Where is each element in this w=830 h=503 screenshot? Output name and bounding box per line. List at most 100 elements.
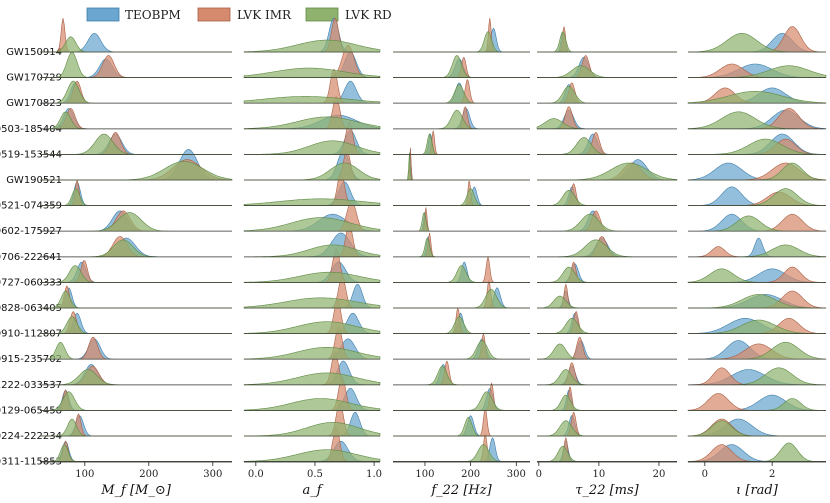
density-lvk-rd-gw200129-065458 <box>40 391 232 411</box>
density-lvk-rd-gw190828-063405 <box>393 289 530 309</box>
event-label-gw170729: GW170729 <box>6 73 62 84</box>
event-label-gw190727-060333: GW190727-060333 <box>0 277 62 288</box>
density-teobpm-gw190519-153544 <box>40 133 232 155</box>
density-lvk-rd-gw190727-060333 <box>243 271 381 283</box>
density-lvk-imr-gw190521 <box>393 147 530 181</box>
x-axis-label: M_f [M_⊙] <box>100 483 172 498</box>
density-teobpm-gw190521-074359 <box>393 186 530 206</box>
density-lvk-rd-gw190706-222641 <box>393 238 530 258</box>
density-lvk-rd-gw190521-074359 <box>537 189 677 206</box>
density-lvk-rd-gw190503-185404 <box>40 111 232 130</box>
x-tick-label: 0.5 <box>307 469 323 480</box>
density-lvk-rd-gw170823 <box>40 80 232 104</box>
density-lvk-rd-gw190602-175927 <box>393 211 530 232</box>
x-tick-label: 200 <box>139 469 158 480</box>
density-teobpm-gw190706-222641 <box>393 236 530 258</box>
density-lvk-imr-gw190602-175927 <box>393 207 530 232</box>
density-teobpm-gw200129-065458 <box>393 387 530 411</box>
panel-5: 0 2 ι [rad] <box>687 26 827 498</box>
density-lvk-rd-gw190521-074359 <box>393 188 530 206</box>
density-lvk-rd-gw190602-175927 <box>243 217 381 232</box>
event-label-gw200129-065458: GW200129-065458 <box>0 405 62 416</box>
density-lvk-rd-gw200311-115853 <box>537 445 677 462</box>
density-lvk-rd-gw190521-074359 <box>40 188 232 206</box>
density-teobpm-gw190519-153544 <box>393 133 530 155</box>
density-lvk-rd-gw170823 <box>537 85 677 104</box>
density-lvk-imr-gw190519-153544 <box>40 131 232 155</box>
density-lvk-rd-gw190910-112807 <box>537 317 677 334</box>
x-axis-label: a_f <box>302 483 323 498</box>
panel-4: 0 10 20 τ_22 [ms] <box>536 26 678 498</box>
x-tick-label: 0 <box>702 469 708 480</box>
x-axis-label: f_22 [Hz] <box>430 483 492 498</box>
density-lvk-rd-gw190521 <box>537 162 678 181</box>
event-label-gw150914: GW150914 <box>6 47 62 58</box>
x-tick-label: 100 <box>415 469 434 480</box>
event-label-gw190828-063405: GW190828-063405 <box>0 303 62 314</box>
density-lvk-imr-gw190519-153544 <box>393 130 530 155</box>
event-labels: GW150914 GW170729 GW170823 GW190503-185404 G… <box>0 47 62 468</box>
x-tick-label: 200 <box>461 469 480 480</box>
density-lvk-rd-gw170729 <box>393 55 530 78</box>
legend-swatch-teobpm <box>86 7 120 22</box>
x-tick-label: 300 <box>203 469 222 480</box>
density-lvk-rd-gw170823 <box>687 91 827 104</box>
density-lvk-rd-gw190602-175927 <box>40 212 232 232</box>
density-lvk-rd-gw191222-033537 <box>393 365 530 386</box>
density-lvk-rd-gw190503-185404 <box>393 109 530 130</box>
x-tick-label: 0.0 <box>248 469 264 480</box>
density-lvk-imr-gw200311-115853 <box>393 433 530 462</box>
density-lvk-rd-gw170823 <box>243 96 381 104</box>
event-label-gw190521: GW190521 <box>6 175 62 186</box>
density-lvk-imr-gw190519-153544 <box>537 131 677 155</box>
ridgeline-panels: 100 200 300 M_f [M_⊙] 0.0 0.5 1.0 a_f 100 200 300 f… <box>40 17 827 498</box>
density-lvk-rd-gw150914 <box>243 39 381 53</box>
legend-label-lvk-rd: LVK RD <box>345 8 392 22</box>
density-lvk-rd-gw190910-112807 <box>393 316 530 334</box>
legend-swatch-lvk-imr <box>197 7 231 22</box>
x-tick-label: 100 <box>75 469 94 480</box>
x-tick-label: 300 <box>507 469 526 480</box>
density-lvk-rd-gw191222-033537 <box>40 369 232 386</box>
density-lvk-rd-gw190503-185404 <box>536 118 677 130</box>
density-lvk-rd-gw150914 <box>537 31 677 53</box>
density-teobpm-gw150914 <box>393 27 530 53</box>
panel-1: 100 200 300 M_f [M_⊙] <box>40 17 233 498</box>
density-lvk-rd-gw200224-222234 <box>40 418 232 437</box>
x-tick-label: 1.0 <box>366 469 382 480</box>
density-lvk-rd-gw200129-065458 <box>243 398 381 411</box>
density-teobpm-gw190910-112807 <box>537 313 677 334</box>
density-teobpm-gw200311-115853 <box>393 437 530 462</box>
density-lvk-rd-gw190910-112807 <box>243 321 381 334</box>
density-lvk-rd-gw190915-235702 <box>537 343 677 360</box>
density-lvk-rd-gw170823 <box>393 84 530 104</box>
event-label-gw191222-033537: GW191222-033537 <box>0 380 62 391</box>
density-lvk-rd-gw150914 <box>393 31 530 53</box>
density-lvk-rd-gw190727-060333 <box>537 266 677 283</box>
density-lvk-rd-gw190521 <box>393 152 530 181</box>
density-lvk-rd-gw190519-153544 <box>393 133 530 155</box>
x-tick-label: 0 <box>536 469 542 480</box>
density-teobpm-gw191222-033537 <box>393 363 530 386</box>
density-lvk-imr-gw200129-065458 <box>393 382 530 411</box>
legend: TEOBPM LVK IMR LVK RD <box>86 7 392 22</box>
density-lvk-rd-gw190828-063405 <box>537 295 677 309</box>
event-label-gw200224-222234: GW200224-222234 <box>0 431 62 442</box>
event-label-gw190706-222641: GW190706-222641 <box>0 252 62 263</box>
density-lvk-rd-gw190521 <box>244 162 381 181</box>
density-lvk-rd-gw200129-065458 <box>393 391 530 411</box>
density-lvk-imr-gw190521-074359 <box>40 180 232 206</box>
density-lvk-rd-gw191222-033537 <box>537 369 677 386</box>
density-lvk-rd-gw190519-153544 <box>244 140 381 155</box>
density-lvk-rd-gw190519-153544 <box>537 137 677 155</box>
density-lvk-rd-gw200224-222234 <box>393 417 530 437</box>
event-label-gw170823: GW170823 <box>6 98 62 109</box>
density-lvk-rd-gw190706-222641 <box>537 239 677 258</box>
density-lvk-rd-gw200311-115853 <box>393 444 530 462</box>
density-lvk-rd-gw200224-222234 <box>244 422 381 437</box>
density-lvk-imr-gw190910-112807 <box>537 310 677 334</box>
density-lvk-imr-gw191222-033537 <box>393 360 530 386</box>
density-lvk-rd-gw190602-175927 <box>537 213 677 232</box>
event-label-gw200311-115853: GW200311-115853 <box>0 457 62 468</box>
density-lvk-imr-gw191222-033537 <box>40 365 232 386</box>
